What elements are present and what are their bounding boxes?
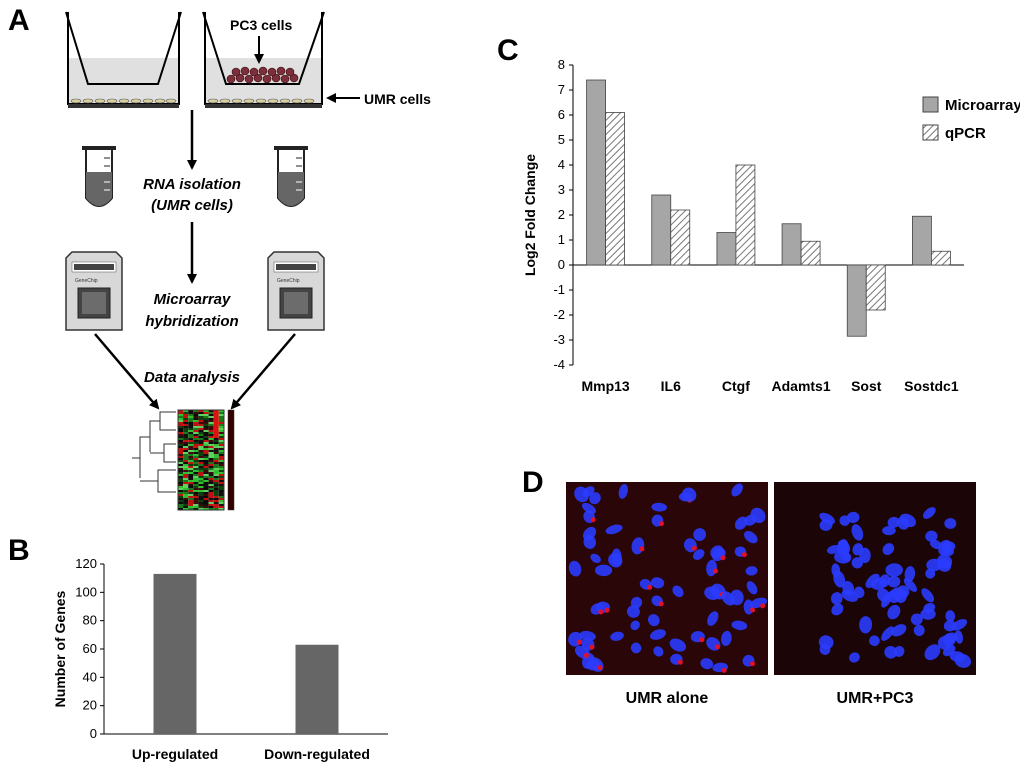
x-category-label: Adamts1 <box>772 378 831 394</box>
panel-label-d: D <box>522 466 544 499</box>
bar-qpcr-sost <box>865 264 886 311</box>
x-category-label: IL6 <box>661 378 681 394</box>
chart-c-fold-change: -4 -3 -2 -1 0 1 2 3 4 5 6 7 8 Mmp13 IL6 Ctgf Adamts1 Sost… <box>522 57 1020 394</box>
bar-microarray-ctgf <box>716 232 737 266</box>
chart-b-gene-counts: 0 20 40 60 80 100 120 Up-regulated Down-regulate… <box>52 556 388 762</box>
y-tick-label: 0 <box>558 257 565 272</box>
svg-text:GeneChip: GeneChip <box>277 278 300 284</box>
bar-qpcr-ctgf <box>735 164 756 266</box>
transwell-coculture-illustration <box>202 11 325 108</box>
genechip-icon: GeneChip <box>65 251 123 331</box>
transwell-control-illustration <box>65 11 182 108</box>
y-tick-label: -3 <box>553 332 565 347</box>
genechip-icon: GeneChip <box>267 251 325 331</box>
y-tick-label: 0 <box>90 726 97 741</box>
y-tick-label: 40 <box>83 669 97 684</box>
flow-arrow-left <box>94 333 160 410</box>
step-rna-isolation: RNA isolation <box>143 176 241 193</box>
y-tick-label: 1 <box>558 232 565 247</box>
step-data-analysis: Data analysis <box>144 369 240 386</box>
bar-qpcr-il6 <box>670 209 691 266</box>
step-microarray: Microarray <box>153 291 231 308</box>
caption-umr-pc3: UMR+PC3 <box>836 690 914 707</box>
bar-qpcr-sostdc1 <box>931 250 951 266</box>
y-tick-label: 7 <box>558 82 565 97</box>
x-category-label: Sost <box>851 378 882 394</box>
legend-label-qpcr: qPCR <box>945 125 986 142</box>
step-hybridization: hybridization <box>145 313 239 330</box>
legend-swatch-qpcr <box>922 124 939 141</box>
x-category-label: Sostdc1 <box>904 378 959 394</box>
x-category-label: Mmp13 <box>581 378 629 394</box>
legend-label-microarray: Microarray <box>945 97 1020 114</box>
y-tick-label: 4 <box>558 157 565 172</box>
caption-umr-alone: UMR alone <box>625 690 709 707</box>
y-tick-label: -2 <box>553 307 565 322</box>
svg-text:GeneChip: GeneChip <box>75 278 98 284</box>
panel-label-a: A <box>8 4 30 37</box>
y-tick-label: -4 <box>553 357 565 372</box>
bar-up-regulated <box>153 573 197 734</box>
y-tick-label: 80 <box>83 613 97 628</box>
bar-qpcr-mmp13 <box>605 112 625 266</box>
bar-down-regulated <box>295 644 339 734</box>
bar-microarray-il6 <box>651 194 672 266</box>
y-tick-label: 100 <box>75 584 97 599</box>
x-category-label: Up-regulated <box>132 746 218 762</box>
flow-arrow-right <box>230 333 296 410</box>
bar-microarray-sost <box>846 264 867 337</box>
y-tick-label: 20 <box>83 698 97 713</box>
y-tick-label: 60 <box>83 641 97 656</box>
panel-label-c: C <box>497 34 519 67</box>
y-axis-title: Log2 Fold Change <box>522 154 538 276</box>
y-tick-label: 5 <box>558 132 565 147</box>
y-tick-label: 3 <box>558 182 565 197</box>
bar-qpcr-adamts1 <box>800 240 821 266</box>
y-tick-label: -1 <box>553 282 565 297</box>
panel-label-b: B <box>8 534 30 567</box>
pc3-cells-label: PC3 cells <box>230 17 293 33</box>
bar-microarray-mmp13 <box>586 79 606 266</box>
y-tick-label: 2 <box>558 207 565 222</box>
micrograph-umr-alone <box>566 482 768 675</box>
bar-microarray-sostdc1 <box>912 215 932 266</box>
step-rna-isolation-sub: (UMR cells) <box>151 197 233 214</box>
umr-cells-label: UMR cells <box>364 91 431 107</box>
y-tick-label: 120 <box>75 556 97 571</box>
micrographs <box>566 482 976 675</box>
bar-microarray-adamts1 <box>781 223 802 266</box>
test-tube-icon <box>274 146 308 207</box>
test-tube-icon <box>82 146 116 207</box>
heatmap-dendrogram <box>132 409 235 511</box>
y-tick-label: 6 <box>558 107 565 122</box>
heatmap-grid <box>178 410 224 510</box>
legend-swatch-microarray <box>922 96 939 113</box>
x-category-label: Down-regulated <box>264 746 370 762</box>
x-category-label: Ctgf <box>722 378 750 394</box>
y-tick-label: 8 <box>558 57 565 72</box>
workflow-diagram: GeneChip GeneChip <box>65 11 360 511</box>
y-axis-title: Number of Genes <box>52 590 68 707</box>
